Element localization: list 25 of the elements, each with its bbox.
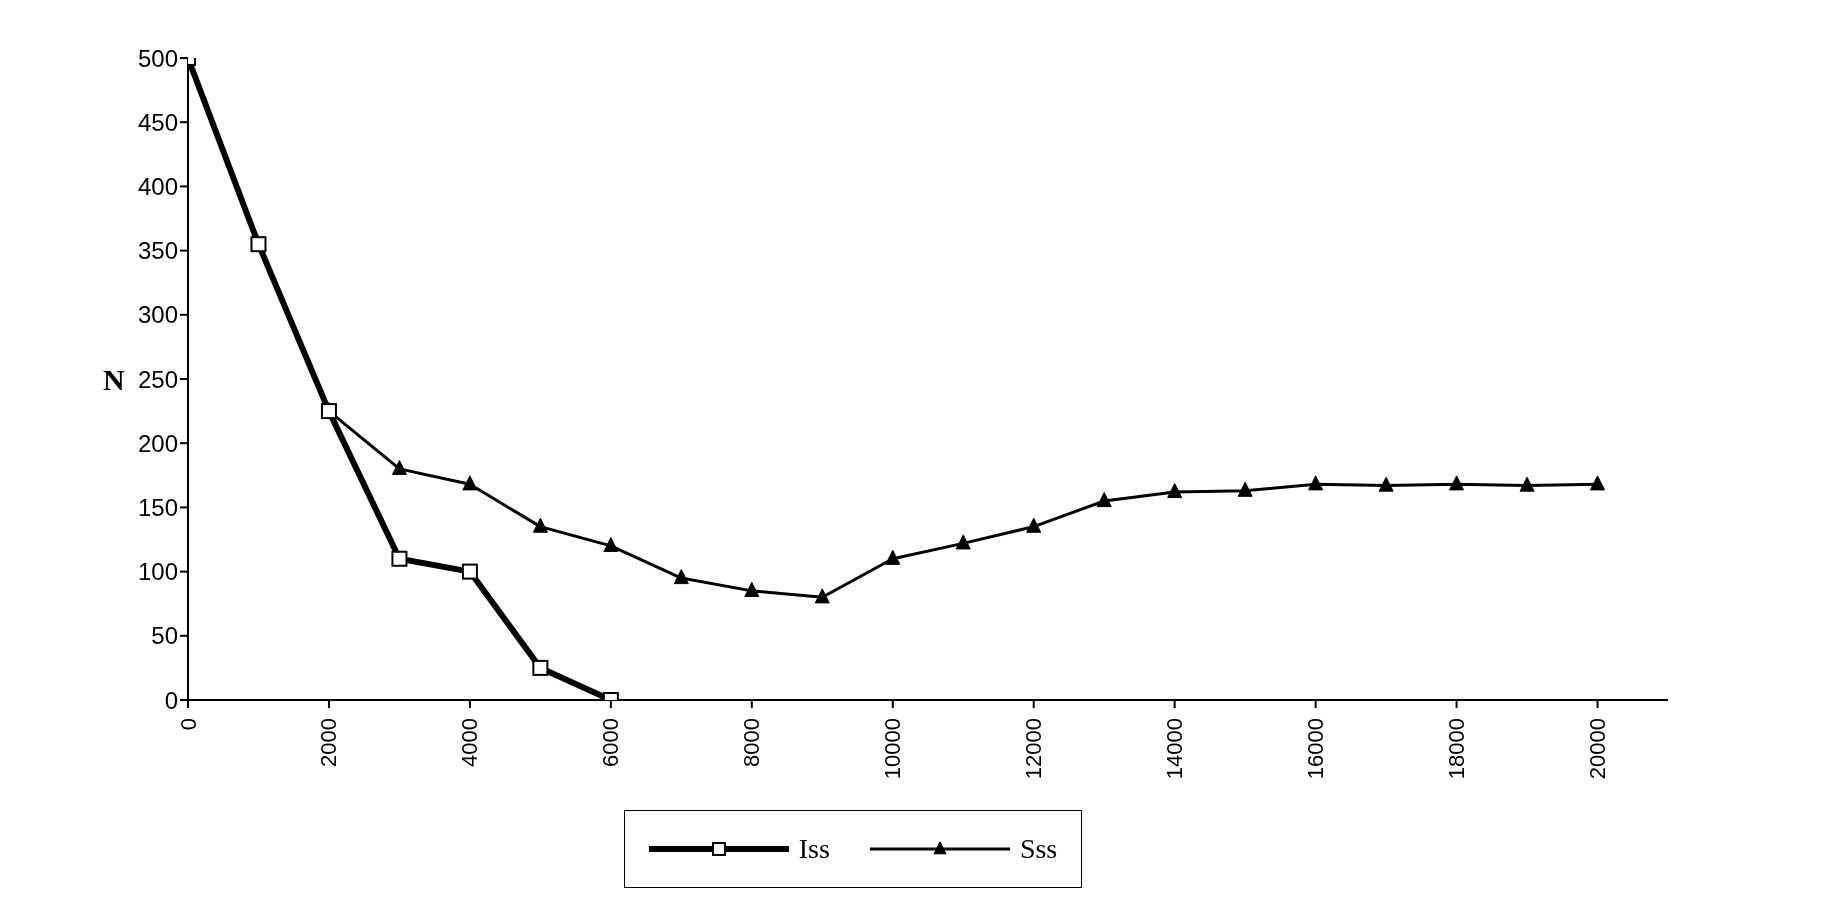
x-tick-label: 4000 (457, 718, 483, 767)
x-tick-label: 10000 (880, 718, 906, 780)
y-axis-title: N (103, 362, 125, 396)
y-tick-label: 100 (137, 558, 178, 586)
y-tick-label: 350 (137, 237, 178, 265)
x-tick-label: 18000 (1444, 718, 1470, 780)
x-tick-label: 16000 (1303, 718, 1329, 780)
x-tick-label: 2000 (316, 718, 342, 767)
legend-label: Iss (798, 833, 830, 865)
y-tick-label: 400 (137, 172, 178, 200)
x-tick-label: 8000 (739, 718, 765, 767)
legend-label: Sss (1019, 833, 1058, 865)
y-tick-label: 250 (137, 365, 178, 393)
x-tick-label: 20000 (1585, 718, 1611, 780)
x-tick-label: 14000 (1162, 718, 1188, 780)
x-tick-label: 0 (175, 718, 201, 731)
y-tick-label: 50 (151, 622, 178, 650)
y-tick-label: 500 (137, 44, 178, 72)
y-tick-label: 300 (137, 301, 178, 329)
x-tick-label: 12000 (1021, 718, 1047, 780)
x-tick-label: 6000 (598, 718, 624, 767)
y-tick-label: 450 (137, 108, 178, 136)
y-tick-label: 0 (164, 686, 178, 714)
y-tick-label: 200 (137, 429, 178, 457)
y-tick-label: 150 (137, 493, 178, 521)
